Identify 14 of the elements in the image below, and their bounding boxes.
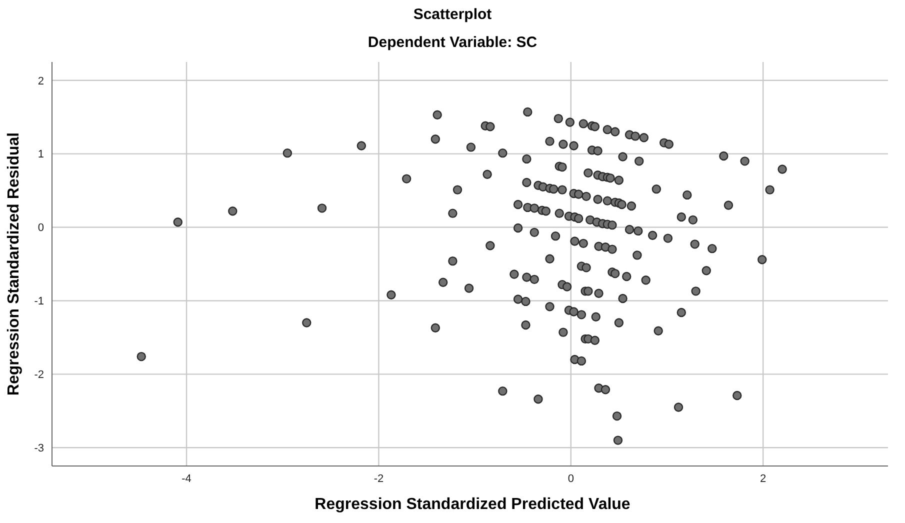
x-tick-label: -4	[182, 472, 192, 485]
y-axis-title: Regression Standardized Residual	[6, 132, 24, 396]
y-tick-label: -1	[34, 296, 44, 308]
x-axis-title: Regression Standardized Predicted Value	[314, 496, 632, 514]
y-tick-label: 2	[38, 75, 44, 88]
y-tick-label: 1	[38, 148, 44, 161]
chart-subtitle: Dependent Variable: SC	[366, 34, 538, 51]
y-tick-label: 0	[38, 222, 44, 234]
y-tick-label: -3	[34, 442, 44, 455]
y-tick-label: -2	[34, 369, 44, 382]
chart-title: Scatterplot	[412, 6, 493, 23]
x-tick-label: -2	[374, 472, 384, 485]
x-tick-label: 0	[568, 472, 574, 485]
x-tick-label: 2	[760, 472, 766, 485]
